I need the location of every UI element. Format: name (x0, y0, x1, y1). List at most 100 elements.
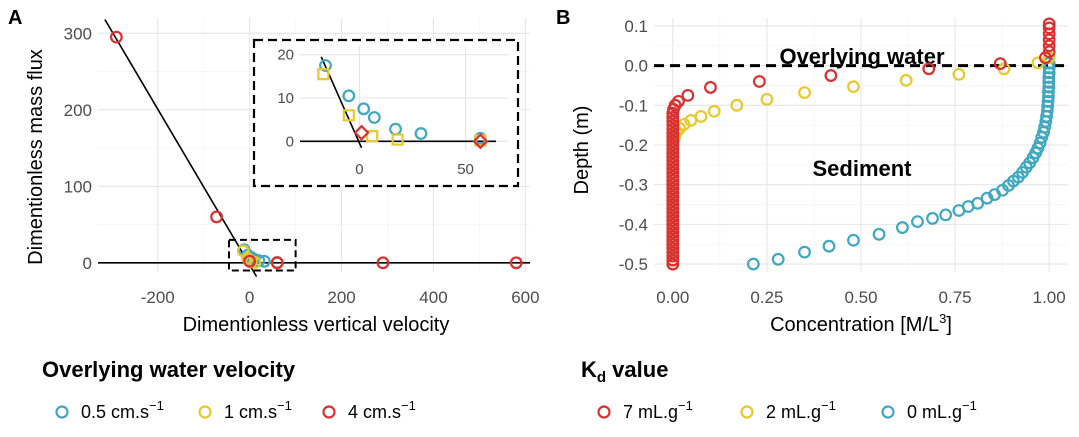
data-point (681, 88, 695, 102)
x-tick-label: 0.75 (939, 288, 972, 307)
data-point (666, 186, 680, 200)
data-point (926, 212, 939, 225)
panel-a-lines (98, 19, 530, 277)
data-point (666, 229, 680, 243)
data-point (911, 215, 924, 228)
legend-label: 4 cm.s−1 (348, 398, 416, 422)
inset-data-point (391, 133, 404, 146)
x-tick-label: 0.00 (656, 288, 689, 307)
data-point (798, 245, 811, 259)
x-tick-label: 400 (419, 288, 447, 307)
legend-kd-title-sub: d (597, 369, 606, 386)
data-point (666, 142, 680, 156)
x-tick-label: -200 (141, 288, 175, 307)
legend-kd-items: 7 mL.g−1 2 mL.g−1 0 mL.g−1 (597, 398, 977, 422)
data-point (248, 256, 262, 269)
data-point (666, 130, 680, 144)
inset-y-tick-label: 10 (277, 90, 294, 107)
data-point (666, 166, 680, 180)
legend-marker (740, 405, 754, 419)
panel-b: B 0.00 0.25 0.50 0.75 1.00 0.1 0.0 -0.1 -0.2 -0.… (556, 7, 1068, 336)
data-point (666, 158, 680, 172)
panel-b-x-ticks: 0.00 0.25 0.50 0.75 1.00 (656, 288, 1065, 307)
panel-a-x-label: Dimentionless vertical velocity (183, 314, 450, 336)
inset-frame (252, 38, 520, 188)
legend-kd-title: Kd value (581, 357, 668, 386)
panel-a-y-label: Dimentionless mass flux (25, 49, 47, 265)
panel-b-x-label-main: Concentration [M/L (770, 314, 939, 336)
inset-data-point (366, 130, 379, 143)
data-point (210, 210, 223, 224)
panel-b-points (666, 17, 1056, 271)
data-point (1031, 56, 1045, 70)
data-point (666, 190, 680, 203)
legend-label: 0.5 cm.s−1 (81, 398, 164, 422)
panel-a: A -200 0 200 400 600 0 100 200 300 0 50 0 10 20 Di… (8, 7, 540, 336)
y-tick-label: 200 (64, 101, 92, 120)
data-point (666, 170, 680, 184)
legend-kd-title-main: K (581, 357, 597, 382)
inset-plot: 0 50 0 10 20 (252, 38, 520, 188)
data-point (666, 134, 680, 148)
panel-a-x-ticks: -200 0 200 400 600 (141, 288, 540, 307)
legend-velocity: Overlying water velocity 0.5 cm.s−1 1 cm.… (42, 357, 416, 422)
data-point (666, 237, 680, 251)
legend-velocity-items: 0.5 cm.s−1 1 cm.s−1 4 cm.s−1 (55, 398, 416, 422)
data-point (376, 256, 390, 270)
inset-x-ticks: 0 50 (355, 161, 474, 178)
y-tick-label: 300 (64, 24, 92, 43)
data-point (730, 98, 744, 112)
data-point (666, 206, 680, 219)
data-point (666, 122, 680, 136)
data-point (752, 75, 766, 88)
inset-data-point (342, 89, 356, 103)
y-tick-label: -0.4 (619, 215, 648, 234)
data-point (666, 214, 680, 227)
inset-y-ticks: 0 10 20 (277, 47, 294, 151)
data-point (270, 256, 284, 270)
y-tick-label: 0.1 (624, 17, 648, 36)
data-point (666, 118, 680, 132)
data-point (666, 210, 680, 223)
data-point (666, 194, 680, 207)
data-point (666, 110, 680, 124)
y-tick-label: -0.3 (619, 176, 648, 195)
legend-marker (322, 405, 336, 419)
inset-data-point (367, 111, 381, 124)
y-tick-label: -0.2 (619, 136, 648, 155)
data-point (746, 257, 760, 271)
data-point (509, 256, 523, 270)
data-point (666, 233, 680, 247)
data-point (666, 249, 680, 263)
data-point (666, 257, 680, 271)
sediment-label: Sediment (812, 156, 912, 181)
data-point (666, 154, 680, 168)
data-point (971, 196, 985, 210)
y-tick-label: -0.1 (619, 96, 648, 115)
data-point (666, 178, 680, 192)
data-point (872, 227, 886, 241)
data-point (847, 233, 860, 247)
inset-points (317, 59, 489, 150)
data-point (899, 73, 913, 87)
legend-kd-title-rest: value (606, 357, 668, 382)
inset-data-point (414, 127, 428, 140)
legend-label: 1 cm.s−1 (224, 398, 292, 422)
panel-b-letter: B (556, 7, 570, 29)
data-point (666, 217, 680, 231)
legend-marker (55, 405, 69, 419)
data-point (824, 69, 838, 82)
inset-data-point (353, 124, 370, 141)
data-point (704, 81, 717, 94)
data-point (666, 245, 680, 259)
inset-x-tick-label: 0 (355, 161, 363, 178)
inset-data-point (357, 102, 371, 116)
legend-marker (597, 405, 611, 419)
data-point (922, 62, 936, 76)
data-point (760, 92, 774, 106)
data-point (771, 252, 785, 266)
data-point (694, 110, 708, 123)
panel-b-x-label: Concentration [M/L3] (770, 311, 952, 336)
data-point (1042, 21, 1056, 35)
